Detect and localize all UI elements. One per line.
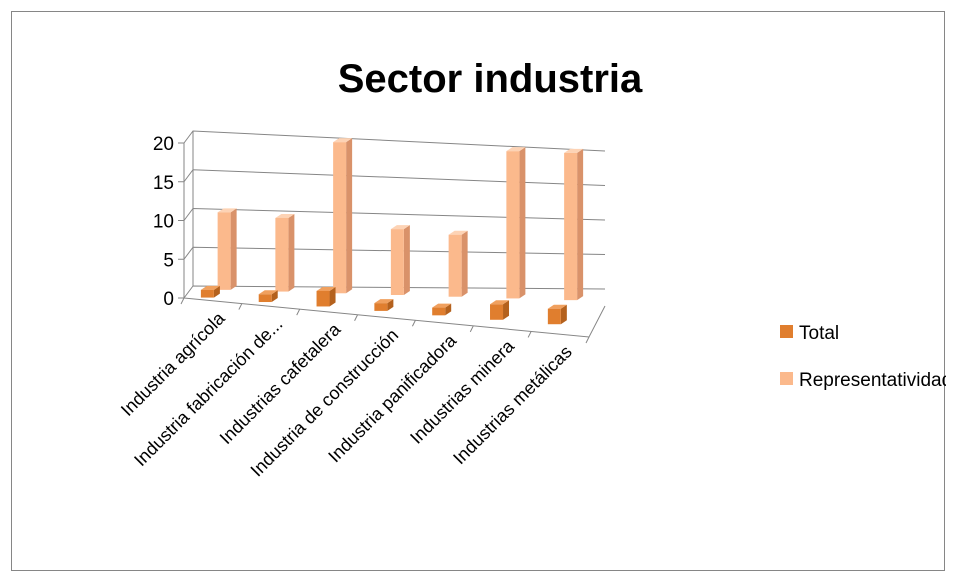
- bar-representatividad: [564, 152, 578, 301]
- bar-total: [374, 303, 388, 311]
- gridline: [183, 207, 606, 221]
- bar-total-top: [316, 286, 336, 291]
- floor-front-edge: [183, 297, 606, 338]
- bar-total: [432, 307, 446, 316]
- category-label: Industrias cafetalera: [216, 319, 345, 448]
- bar-total: [547, 308, 561, 325]
- bar-representatividad-top: [275, 213, 295, 218]
- bar-representatividad-top: [390, 225, 410, 230]
- bar-representatividad: [217, 212, 231, 290]
- bar-representatividad: [448, 234, 462, 297]
- bar-total: [258, 294, 272, 303]
- bar-total-side: [213, 285, 220, 298]
- bar-total: [200, 289, 214, 298]
- legend-swatch-representatividad: [780, 372, 793, 385]
- bar-representatividad: [506, 151, 520, 299]
- bar-representatividad-side: [403, 225, 410, 295]
- bar-representatividad-side: [519, 147, 526, 299]
- bar-total-top: [490, 300, 510, 305]
- bar-total-top: [432, 303, 452, 308]
- bar-total-top: [258, 290, 278, 295]
- x-tick-mark: [411, 320, 416, 327]
- x-tick-mark: [180, 297, 185, 305]
- y-tick-label: 15: [153, 173, 174, 194]
- bar-total-top: [374, 299, 394, 304]
- y-axis-ticks: 0 5 10 15 20: [153, 134, 184, 310]
- y-tick-label: 0: [163, 289, 174, 310]
- bar-representatividad-side: [461, 230, 468, 297]
- bar-representatividad-top: [506, 147, 526, 152]
- legend-label-total: Total: [799, 323, 839, 344]
- bar-representatividad: [390, 229, 404, 295]
- bar-representatividad-top: [217, 208, 237, 213]
- bar-total-side: [445, 303, 452, 316]
- bar-total-top: [200, 285, 220, 290]
- gridline: [183, 169, 606, 186]
- x-tick-mark: [527, 331, 532, 338]
- category-label: Industrias metálicas: [449, 342, 576, 469]
- x-tick-mark: [296, 308, 301, 316]
- bar-total-side: [560, 304, 567, 325]
- bar-representatividad: [333, 142, 347, 294]
- gridline: [183, 130, 606, 152]
- chart-canvas: Sector industria 0 5 10 15 20 Industria agrí…: [117, 57, 946, 480]
- bar-representatividad-top: [448, 230, 468, 235]
- bar-representatividad-side: [230, 208, 237, 290]
- bar-representatividad-side: [288, 213, 295, 292]
- bar-representatividad-side: [346, 138, 353, 294]
- legend-swatch-total: [780, 325, 793, 338]
- bar-total-top: [547, 304, 567, 309]
- bar-representatividad-top: [564, 148, 584, 153]
- bar-total-side: [329, 286, 336, 307]
- bar-representatividad: [275, 217, 289, 292]
- legend-label-representatividad: Representatividad %: [799, 370, 946, 391]
- legend: Total Representatividad %: [780, 323, 946, 391]
- y-tick-label: 20: [153, 134, 174, 155]
- y-tick-label: 10: [153, 212, 174, 233]
- x-tick-mark: [469, 325, 474, 333]
- x-tick-mark: [585, 336, 590, 344]
- x-tick-mark: [238, 303, 243, 310]
- y-tick-label: 5: [163, 250, 174, 271]
- bar-representatividad-side: [577, 148, 584, 301]
- chart-frame: Sector industria 0 5 10 15 20 Industria agrí…: [11, 11, 946, 571]
- bar-representatividad-top: [333, 138, 353, 143]
- bar-total-side: [503, 300, 510, 320]
- bar-total: [316, 290, 330, 307]
- bars: [200, 138, 584, 325]
- bar-total-side: [271, 290, 278, 303]
- bar-total-side: [387, 299, 394, 311]
- category-label: Industria panificadora: [324, 330, 461, 467]
- x-tick-mark: [354, 314, 359, 321]
- category-label: Industria agrícola: [117, 307, 229, 419]
- chart-title: Sector industria: [338, 57, 643, 101]
- gridlines: [180, 130, 606, 344]
- bar-total: [490, 304, 504, 320]
